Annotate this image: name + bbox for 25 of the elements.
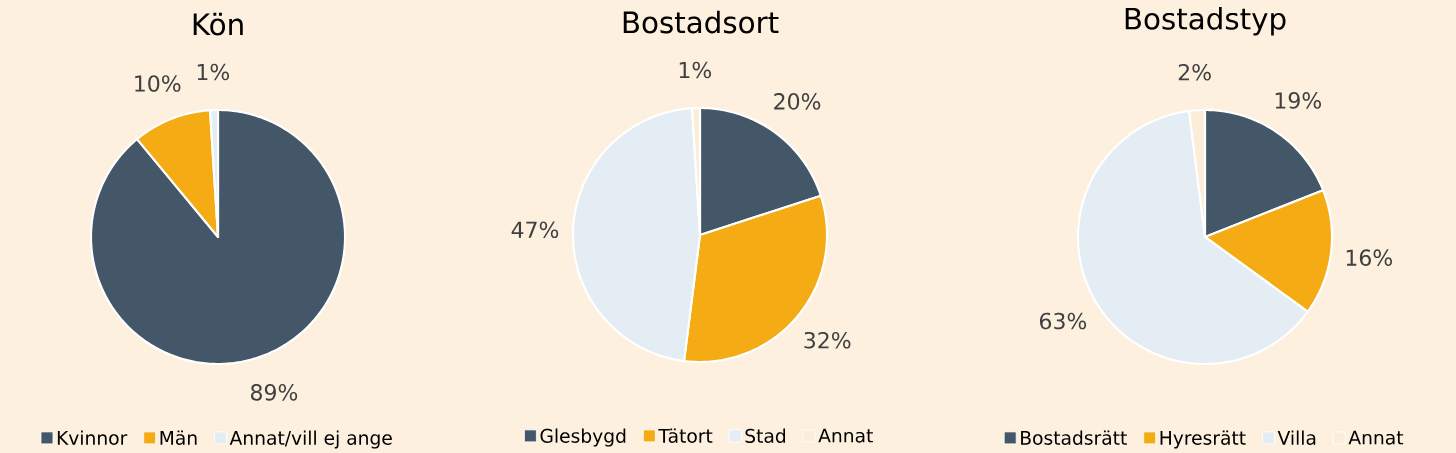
legend-label: Stad [745, 428, 786, 443]
legend-label: Annat [1348, 430, 1404, 445]
data-label: 63% [1039, 312, 1087, 330]
data-label: 2% [1178, 63, 1211, 81]
legend-label: Kvinnor [57, 430, 128, 445]
data-label: 20% [774, 93, 821, 110]
chart-title: Bostadsort [623, 10, 779, 34]
chart-title: Kön [193, 12, 243, 36]
legend-label: Villa [1277, 430, 1316, 445]
data-label: 1% [197, 63, 230, 81]
legend-label: Annat [818, 428, 873, 443]
data-label: 10% [135, 75, 181, 92]
data-label: 16% [1346, 249, 1393, 266]
data-label: 32% [804, 331, 851, 349]
data-label: 47% [511, 221, 559, 239]
legend-label: Bostadsrätt [1021, 430, 1127, 445]
data-label: 1% [679, 61, 712, 79]
legend-label: Hyresrätt [1160, 430, 1246, 449]
chart-title: Bostadstyp [1125, 7, 1286, 36]
legend-label: Annat/vill ej ange [229, 430, 392, 449]
legend-label: Tätort [658, 428, 713, 443]
data-label: 19% [1275, 92, 1322, 109]
legend-label: Glesbygd [540, 428, 626, 447]
legend-label: Män [160, 430, 197, 445]
data-label: 89% [250, 384, 298, 401]
